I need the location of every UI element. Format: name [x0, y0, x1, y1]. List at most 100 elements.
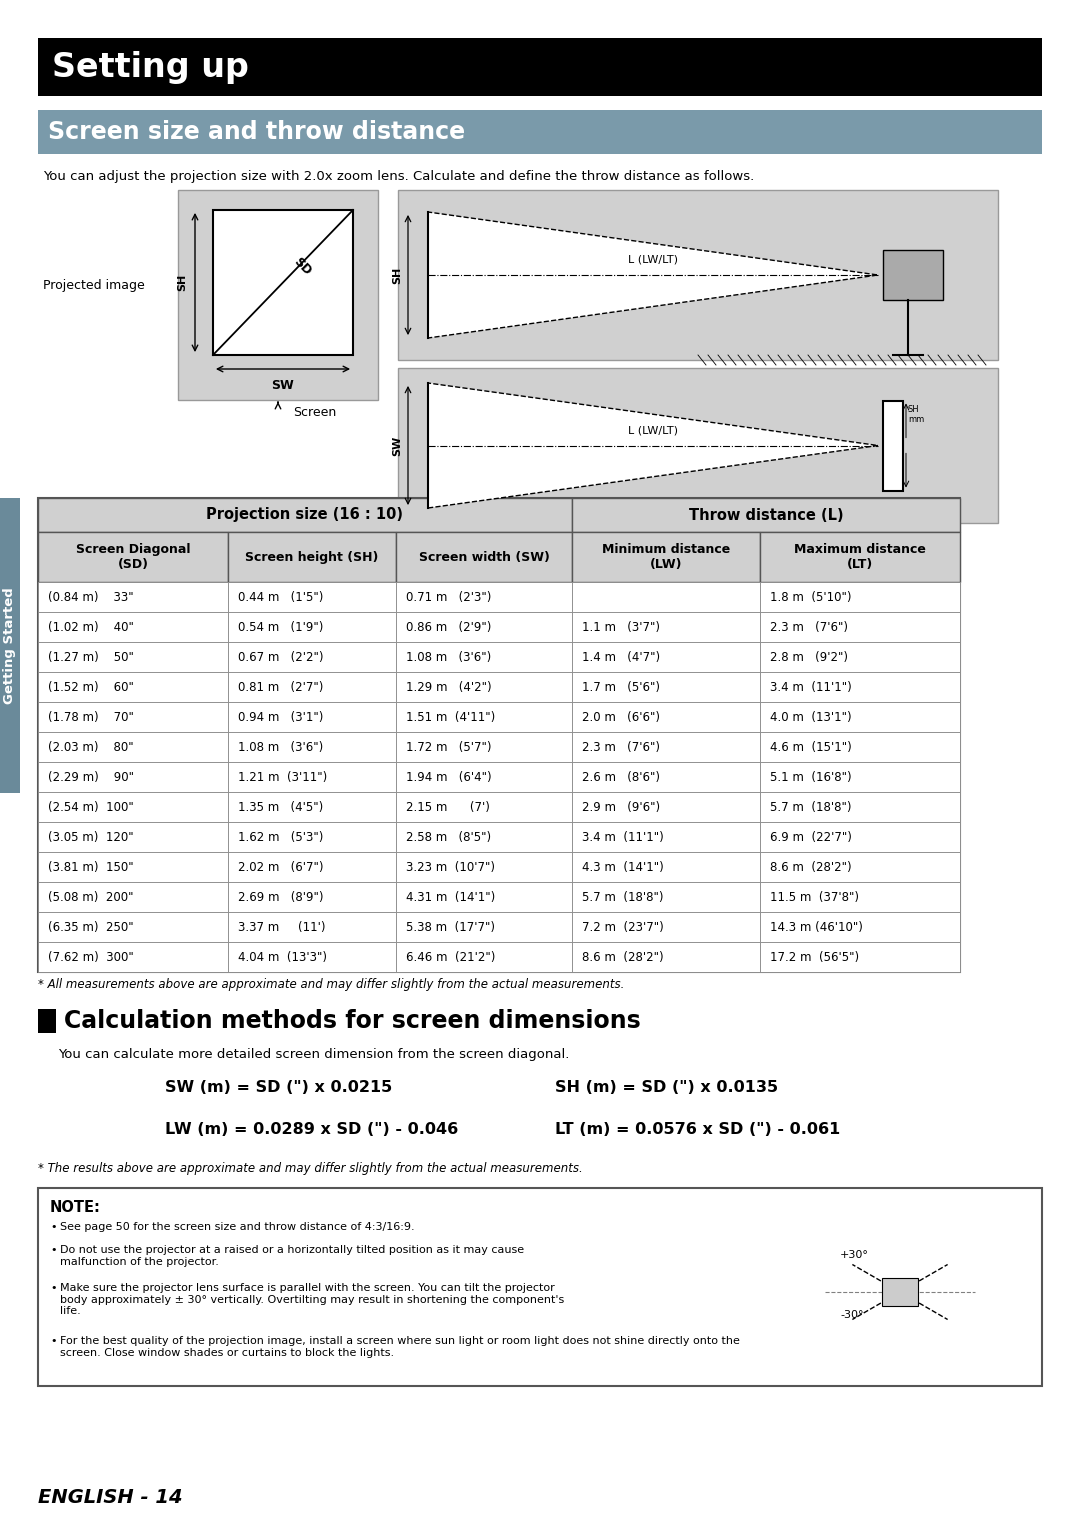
Text: LT (m) = 0.0576 x SD (") - 0.061: LT (m) = 0.0576 x SD (") - 0.061 [555, 1122, 840, 1137]
Bar [396, 912, 572, 941]
Text: 2.58 m   (8'5"): 2.58 m (8'5") [406, 831, 491, 843]
Bar [38, 701, 228, 732]
Text: 7.2 m  (23'7"): 7.2 m (23'7") [582, 920, 664, 934]
Bar [396, 882, 572, 912]
Text: 1.7 m   (5'6"): 1.7 m (5'6") [582, 680, 660, 694]
Bar [38, 532, 228, 582]
Text: SH (m) = SD (") x 0.0135: SH (m) = SD (") x 0.0135 [555, 1080, 778, 1096]
Bar [572, 701, 760, 732]
Text: ENGLISH - 14: ENGLISH - 14 [38, 1488, 183, 1507]
Text: 3.23 m  (10'7"): 3.23 m (10'7") [406, 860, 495, 874]
Text: Make sure the projector lens surface is parallel with the screen. You can tilt t: Make sure the projector lens surface is … [60, 1284, 564, 1316]
Bar [760, 732, 960, 762]
Text: 3.4 m  (11'1"): 3.4 m (11'1") [582, 831, 664, 843]
Text: 0.81 m   (2'7"): 0.81 m (2'7") [238, 680, 323, 694]
Bar [38, 762, 228, 792]
Bar [396, 701, 572, 732]
Bar [396, 672, 572, 701]
Bar [760, 853, 960, 882]
Bar [396, 532, 572, 582]
Bar [228, 532, 396, 582]
Text: 0.54 m   (1'9"): 0.54 m (1'9") [238, 620, 323, 634]
Text: 2.3 m   (7'6"): 2.3 m (7'6") [582, 741, 660, 753]
Text: (1.02 m)    40": (1.02 m) 40" [48, 620, 134, 634]
Bar [396, 941, 572, 972]
Text: (3.05 m)  120": (3.05 m) 120" [48, 831, 134, 843]
Bar [0, 498, 21, 793]
Text: 8.6 m  (28'2"): 8.6 m (28'2") [582, 950, 663, 964]
Bar [760, 792, 960, 822]
Text: 6.9 m  (22'7"): 6.9 m (22'7") [770, 831, 852, 843]
Text: L (LW/LT): L (LW/LT) [627, 425, 678, 435]
Text: 1.4 m   (4'7"): 1.4 m (4'7") [582, 651, 660, 663]
Text: SH: SH [177, 274, 187, 292]
Text: SH: SH [392, 266, 402, 284]
Polygon shape [428, 384, 878, 507]
Text: -30°: -30° [840, 1309, 864, 1320]
Bar [396, 762, 572, 792]
Bar [572, 941, 760, 972]
Text: 8.6 m  (28'2"): 8.6 m (28'2") [770, 860, 852, 874]
Text: 4.31 m  (14'1"): 4.31 m (14'1") [406, 891, 496, 903]
Text: 5.7 m  (18'8"): 5.7 m (18'8") [582, 891, 663, 903]
Bar [396, 732, 572, 762]
Bar [38, 1008, 56, 1033]
Bar [883, 400, 903, 490]
Bar [572, 912, 760, 941]
Text: Getting Started: Getting Started [3, 587, 16, 704]
Text: 0.71 m   (2'3"): 0.71 m (2'3") [406, 590, 491, 604]
Bar [38, 792, 228, 822]
Text: You can adjust the projection size with 2.0x zoom lens. Calculate and define the: You can adjust the projection size with … [43, 170, 754, 183]
Text: (2.03 m)    80": (2.03 m) 80" [48, 741, 134, 753]
Text: 11.5 m  (37'8"): 11.5 m (37'8") [770, 891, 859, 903]
Bar [396, 792, 572, 822]
Text: 5.7 m  (18'8"): 5.7 m (18'8") [770, 801, 851, 813]
Text: 2.8 m   (9'2"): 2.8 m (9'2") [770, 651, 848, 663]
Bar [228, 672, 396, 701]
Bar [883, 251, 943, 299]
Bar [38, 110, 1042, 154]
Text: SW: SW [272, 379, 295, 393]
Bar [38, 822, 228, 853]
Text: 0.44 m   (1'5"): 0.44 m (1'5") [238, 590, 323, 604]
Text: * The results above are approximate and may differ slightly from the actual meas: * The results above are approximate and … [38, 1161, 583, 1175]
Text: 1.21 m  (3'11"): 1.21 m (3'11") [238, 770, 327, 784]
Text: (6.35 m)  250": (6.35 m) 250" [48, 920, 134, 934]
Bar [572, 582, 760, 613]
Text: (7.62 m)  300": (7.62 m) 300" [48, 950, 134, 964]
Bar [228, 732, 396, 762]
Bar [38, 498, 572, 532]
Text: Screen size and throw distance: Screen size and throw distance [48, 121, 465, 144]
Bar [399, 368, 998, 523]
Text: 1.08 m   (3'6"): 1.08 m (3'6") [238, 741, 323, 753]
Text: 1.94 m   (6'4"): 1.94 m (6'4") [406, 770, 491, 784]
Bar [572, 532, 760, 582]
Bar [38, 853, 228, 882]
Bar [228, 701, 396, 732]
Bar [760, 642, 960, 672]
Text: (5.08 m)  200": (5.08 m) 200" [48, 891, 134, 903]
Bar [760, 762, 960, 792]
Bar [760, 701, 960, 732]
Text: 5.1 m  (16'8"): 5.1 m (16'8") [770, 770, 852, 784]
Text: 2.69 m   (8'9"): 2.69 m (8'9") [238, 891, 324, 903]
Text: 0.67 m   (2'2"): 0.67 m (2'2") [238, 651, 324, 663]
Bar [572, 732, 760, 762]
Text: 1.72 m   (5'7"): 1.72 m (5'7") [406, 741, 491, 753]
Bar [396, 642, 572, 672]
Bar [572, 642, 760, 672]
Bar [572, 672, 760, 701]
Bar [760, 882, 960, 912]
Bar [882, 1277, 918, 1306]
Bar [228, 941, 396, 972]
Text: 1.51 m  (4'11"): 1.51 m (4'11") [406, 711, 496, 723]
Bar [228, 582, 396, 613]
Bar [760, 941, 960, 972]
Text: (2.54 m)  100": (2.54 m) 100" [48, 801, 134, 813]
Text: Do not use the projector at a raised or a horizontally tilted position as it may: Do not use the projector at a raised or … [60, 1245, 524, 1267]
Bar [213, 209, 353, 354]
Text: 1.1 m   (3'7"): 1.1 m (3'7") [582, 620, 660, 634]
Bar [760, 582, 960, 613]
Bar [399, 189, 998, 361]
Text: For the best quality of the projection image, install a screen where sun light o: For the best quality of the projection i… [60, 1335, 740, 1357]
